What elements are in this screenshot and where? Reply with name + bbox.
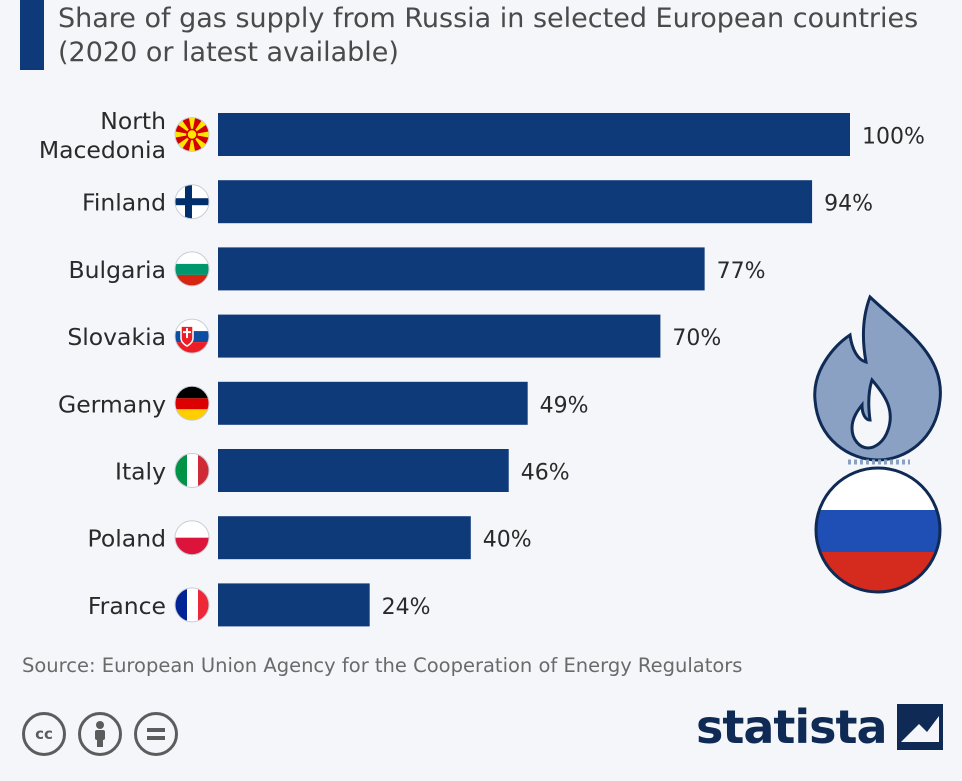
flag-poland-icon <box>174 520 210 556</box>
title-accent-bar <box>20 0 44 70</box>
value-label: 24% <box>382 595 431 620</box>
category-label: Bulgaria <box>69 256 166 284</box>
flag-bulgaria-icon <box>174 251 210 287</box>
nd-icon[interactable] <box>134 712 178 756</box>
bar-poland <box>218 516 471 560</box>
bar-slovakia <box>218 314 661 358</box>
bar-bulgaria <box>218 247 705 291</box>
category-label: Finland <box>82 189 166 217</box>
category-label: North <box>100 107 166 135</box>
flag-north-macedonia-icon <box>174 117 210 152</box>
flag-finland-icon <box>174 184 210 220</box>
value-label: 49% <box>540 393 589 418</box>
statista-logo-icon <box>896 704 943 750</box>
gas-flame-icon <box>813 294 942 462</box>
value-label: 100% <box>862 125 925 150</box>
flag-germany-icon <box>174 385 210 421</box>
flag-italy-icon <box>174 453 210 488</box>
by-icon[interactable] <box>78 712 122 756</box>
category-label: Slovakia <box>67 323 166 351</box>
value-label: 94% <box>824 192 873 217</box>
bar-finland <box>218 180 813 224</box>
gas-flame-illustration <box>813 294 942 594</box>
bar-italy <box>218 449 509 492</box>
chart-title: Share of gas supply from Russia in selec… <box>58 3 919 68</box>
flag-slovakia-icon <box>174 318 210 354</box>
russia-flag-icon <box>814 466 942 594</box>
bar-germany <box>218 381 528 425</box>
category-label: Macedonia <box>39 136 166 164</box>
category-label: Germany <box>58 390 166 418</box>
brand-name: statista <box>696 700 888 754</box>
value-label: 77% <box>717 259 766 284</box>
value-label: 46% <box>521 461 570 486</box>
bar-north-macedonia <box>218 113 850 156</box>
license-icons: cc <box>22 712 178 756</box>
statista-brand[interactable]: statista <box>696 700 943 754</box>
category-label: Italy <box>115 458 166 486</box>
category-label: Poland <box>88 525 166 553</box>
flag-france-icon <box>174 587 210 623</box>
category-label: France <box>88 592 166 620</box>
source-note: Source: European Union Agency for the Co… <box>22 654 743 677</box>
bar-france <box>218 583 370 627</box>
cc-icon[interactable]: cc <box>22 712 66 756</box>
value-label: 70% <box>672 326 721 351</box>
value-label: 40% <box>483 528 532 553</box>
